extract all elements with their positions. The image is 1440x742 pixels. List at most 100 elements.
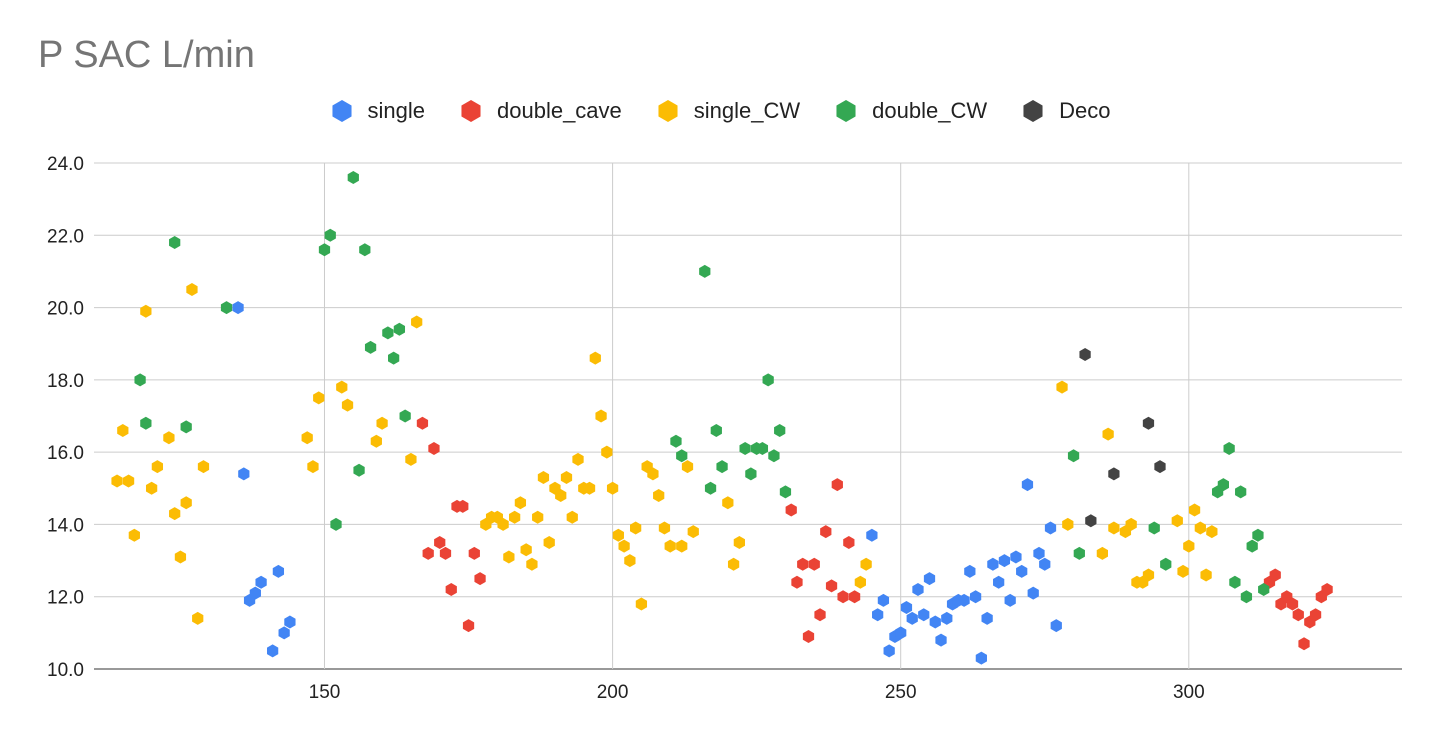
data-point-double-cave <box>808 557 820 571</box>
data-point-double-cw <box>710 423 722 437</box>
x-tick-label: 250 <box>885 682 917 703</box>
data-point-double-cw <box>180 420 192 434</box>
data-point-double-cave <box>1269 568 1281 582</box>
data-point-single-cw <box>1171 514 1183 528</box>
data-point-single-cw <box>341 398 354 412</box>
legend-label: Deco <box>1059 98 1111 123</box>
y-tick-label: 18.0 <box>47 371 84 392</box>
data-point-double-cave <box>428 442 440 456</box>
data-point-single-cw <box>1125 517 1137 531</box>
data-point-single <box>1010 550 1022 564</box>
data-point-single-cw <box>681 460 694 474</box>
data-point-single-cw <box>520 543 532 557</box>
chart-legend: single double_cave single_CW double_CW Deco <box>0 98 1440 124</box>
data-point-single <box>249 586 261 600</box>
data-point-single <box>969 590 982 604</box>
data-point-single <box>958 593 970 607</box>
data-point-single-cw <box>664 539 676 553</box>
legend-item-deco[interactable]: Deco <box>1021 98 1110 124</box>
data-point-double-cw <box>399 409 411 423</box>
data-point-single-cw <box>589 351 601 365</box>
data-point-single-cw <box>601 445 613 459</box>
data-point-double-cw <box>347 170 359 184</box>
data-point-double-cw <box>676 449 688 463</box>
data-point-single-cw <box>583 481 596 495</box>
data-point-single-cw <box>1177 564 1189 578</box>
data-point-single-cw <box>606 481 619 495</box>
data-point-double-cw <box>670 434 682 448</box>
data-point-single <box>935 633 947 647</box>
data-point-single <box>284 615 296 629</box>
data-point-double-cave <box>434 536 446 549</box>
data-point-single-cw <box>1142 568 1155 582</box>
data-point-single-cw <box>174 550 187 564</box>
data-point-double-cw <box>699 264 711 278</box>
data-point-double-cave <box>814 608 826 622</box>
data-point-double-cw <box>768 449 780 463</box>
data-point-single-cw <box>169 507 181 521</box>
data-point-single-cw <box>128 528 140 542</box>
data-point-double-cw <box>318 243 331 257</box>
data-point-double-cw <box>1148 521 1160 535</box>
legend-item-double-cw[interactable]: double_CW <box>834 98 987 124</box>
data-point-single-cw <box>313 391 325 405</box>
data-point-single-cw <box>1096 546 1108 560</box>
data-point-single-cw <box>140 304 152 318</box>
data-point-single-cw <box>1200 568 1212 582</box>
data-point-deco <box>1079 348 1091 362</box>
data-point-double-cave <box>843 536 855 549</box>
data-point-double-cave <box>445 582 457 596</box>
data-point-single-cw <box>163 431 175 445</box>
data-point-double-cw <box>330 517 342 531</box>
data-point-single-cw <box>572 452 584 466</box>
data-point-single-cw <box>560 470 573 484</box>
data-point-single-cw <box>1183 539 1195 553</box>
data-point-single <box>912 582 924 596</box>
data-point-single <box>1016 564 1028 578</box>
data-point-double-cw <box>1217 478 1229 492</box>
data-point-single-cw <box>503 550 515 564</box>
data-point-single <box>941 611 953 625</box>
data-point-single-cw <box>727 557 740 571</box>
data-point-single <box>238 467 250 481</box>
data-point-single-cw <box>658 521 671 535</box>
data-point-deco <box>1108 467 1120 481</box>
data-point-single-cw <box>370 434 382 448</box>
legend-hexagon-icon <box>1023 100 1043 122</box>
data-point-single <box>923 572 936 586</box>
data-point-single-cw <box>514 496 527 510</box>
data-point-double-cave <box>439 546 452 560</box>
legend-item-single[interactable]: single <box>330 98 425 124</box>
data-point-single <box>1039 557 1051 571</box>
data-point-single-cw <box>653 489 665 503</box>
data-point-single-cw <box>1108 521 1120 535</box>
data-point-double-cave <box>820 525 832 539</box>
data-point-double-cave <box>797 557 809 571</box>
data-point-single-cw <box>526 557 538 571</box>
data-point-single <box>895 626 907 640</box>
legend-item-single-cw[interactable]: single_CW <box>656 98 800 124</box>
data-point-double-cave <box>848 590 861 604</box>
data-point-single <box>267 644 279 658</box>
legend-label: double_cave <box>497 98 622 123</box>
data-point-single-cw <box>307 460 319 474</box>
data-point-double-cave <box>831 478 843 492</box>
data-point-single <box>866 528 878 542</box>
y-tick-label: 12.0 <box>47 588 84 609</box>
data-point-double-cw <box>134 373 146 387</box>
data-point-double-cave <box>422 546 434 560</box>
legend-hexagon-icon <box>836 100 856 122</box>
data-point-single-cw <box>687 525 699 539</box>
data-point-single-cw <box>595 409 607 423</box>
data-point-single-cw <box>509 510 521 524</box>
data-point-single-cw <box>1102 427 1114 441</box>
data-point-single-cw <box>647 467 659 481</box>
data-point-double-cw <box>1067 449 1080 463</box>
data-point-single-cw <box>411 315 423 329</box>
data-point-double-cave <box>468 546 480 560</box>
data-point-double-cw <box>704 481 717 495</box>
data-point-double-cave <box>1298 637 1310 651</box>
data-point-single-cw <box>192 611 204 625</box>
legend-item-double-cave[interactable]: double_cave <box>459 98 622 124</box>
data-point-single-cw <box>555 489 567 503</box>
